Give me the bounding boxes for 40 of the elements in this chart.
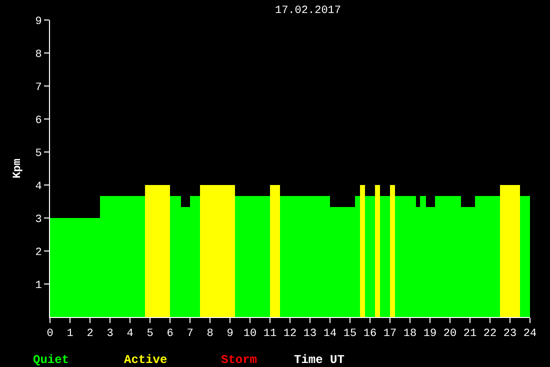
y-tick-label: 6 bbox=[35, 114, 42, 127]
y-axis-title: Kpm bbox=[12, 158, 24, 178]
y-tick-label: 1 bbox=[35, 280, 42, 292]
x-tick-label: 4 bbox=[126, 328, 134, 340]
x-tick-label: 11 bbox=[263, 328, 277, 340]
x-tick-label: 6 bbox=[166, 328, 174, 340]
y-tick-label: 5 bbox=[35, 148, 42, 160]
y-tick-label: 7 bbox=[35, 82, 42, 94]
y-tick-label: 2 bbox=[35, 246, 42, 259]
y-tick-label: 9 bbox=[35, 16, 42, 28]
x-tick-label: 13 bbox=[303, 328, 317, 340]
x-tick-label: 15 bbox=[343, 328, 357, 340]
x-tick-label: 0 bbox=[46, 328, 54, 340]
x-tick-label: 16 bbox=[363, 328, 377, 340]
x-tick-label: 1 bbox=[66, 328, 74, 340]
y-tick-label: 4 bbox=[35, 180, 42, 193]
x-tick-label: 7 bbox=[186, 328, 194, 340]
x-tick-label: 2 bbox=[86, 328, 94, 340]
x-tick-label: 14 bbox=[323, 328, 337, 340]
x-tick-label: 3 bbox=[106, 328, 114, 340]
x-tick-label: 17 bbox=[383, 328, 397, 340]
x-tick-label: 18 bbox=[403, 328, 417, 340]
x-tick-label: 23 bbox=[503, 328, 517, 340]
text: Quiet bbox=[33, 353, 70, 367]
text: Storm bbox=[221, 353, 258, 367]
chart-title: 17.02.2017 bbox=[274, 5, 342, 18]
y-tick-label: 3 bbox=[35, 214, 42, 226]
x-tick-label: 10 bbox=[243, 328, 257, 340]
x-tick-label: 22 bbox=[483, 328, 497, 340]
x-axis-title: Time UT bbox=[294, 353, 344, 367]
text: Active bbox=[124, 353, 168, 367]
x-tick-label: 24 bbox=[523, 328, 537, 340]
x-tick-label: 20 bbox=[443, 328, 457, 340]
x-tick-label: 21 bbox=[463, 328, 477, 340]
x-tick-label: 19 bbox=[423, 328, 437, 340]
x-tick-label: 12 bbox=[283, 328, 297, 340]
y-tick-label: 8 bbox=[35, 48, 42, 61]
x-tick-label: 8 bbox=[206, 328, 214, 340]
x-tick-label: 9 bbox=[226, 328, 234, 340]
x-tick-label: 5 bbox=[146, 328, 154, 340]
